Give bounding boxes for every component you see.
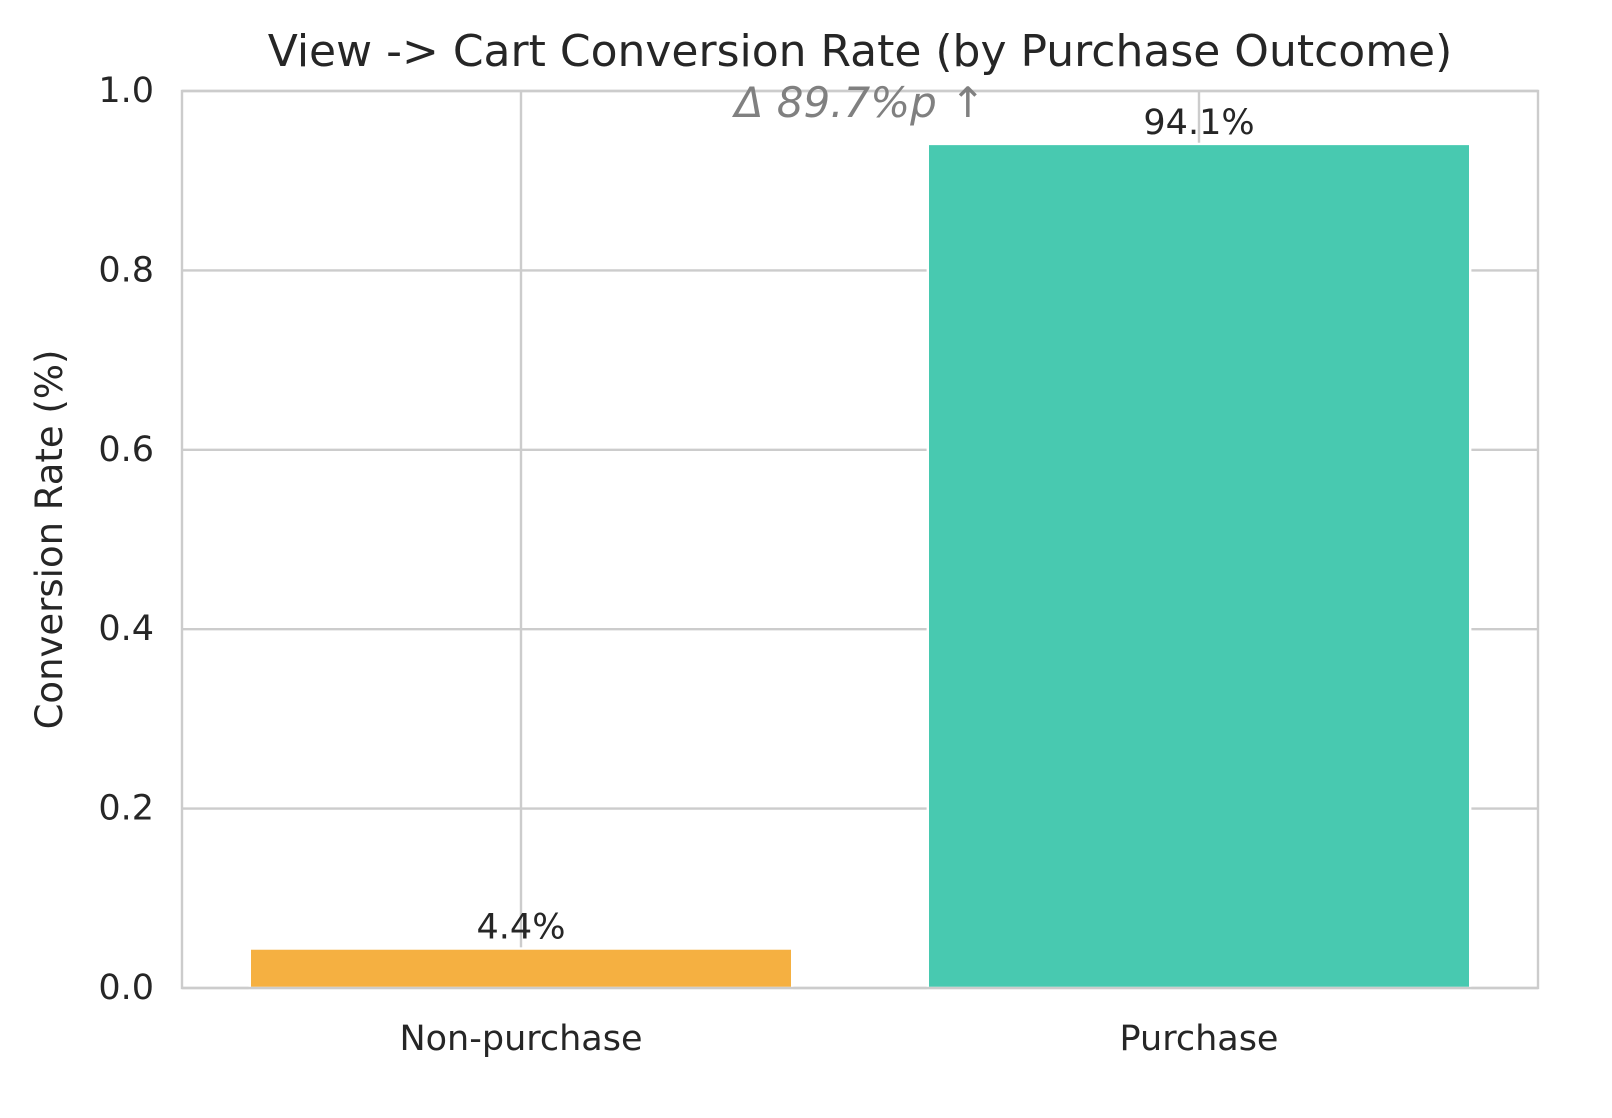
y-tick-label: 0.0 xyxy=(98,968,154,1008)
bar-value-labels: 4.4% 94.1% xyxy=(477,103,1255,948)
y-tick-label: 0.8 xyxy=(98,250,154,290)
x-tick-label: Purchase xyxy=(1120,1019,1279,1059)
y-tick-label: 0.2 xyxy=(98,789,154,829)
y-tick-label: 0.4 xyxy=(98,609,154,649)
x-tick-label: Non-purchase xyxy=(399,1019,642,1059)
axes-frame xyxy=(180,89,1540,990)
y-tick-label: 0.6 xyxy=(98,430,154,470)
delta-annotation: Δ 89.7%p ↑ xyxy=(732,78,986,127)
y-tick-labels: 0.0 0.2 0.4 0.6 0.8 1.0 xyxy=(98,71,154,1008)
bar xyxy=(248,947,794,990)
chart-title: View -> Cart Conversion Rate (by Purchas… xyxy=(268,26,1453,77)
bar-value-label: 94.1% xyxy=(1143,103,1254,143)
x-tick-labels: Non-purchase Purchase xyxy=(399,1019,1278,1059)
bars-layer xyxy=(248,142,1472,990)
bar-value-label: 4.4% xyxy=(477,908,566,948)
y-tick-label: 1.0 xyxy=(98,71,154,111)
bar xyxy=(926,142,1472,990)
y-axis-label: Conversion Rate (%) xyxy=(28,350,71,730)
